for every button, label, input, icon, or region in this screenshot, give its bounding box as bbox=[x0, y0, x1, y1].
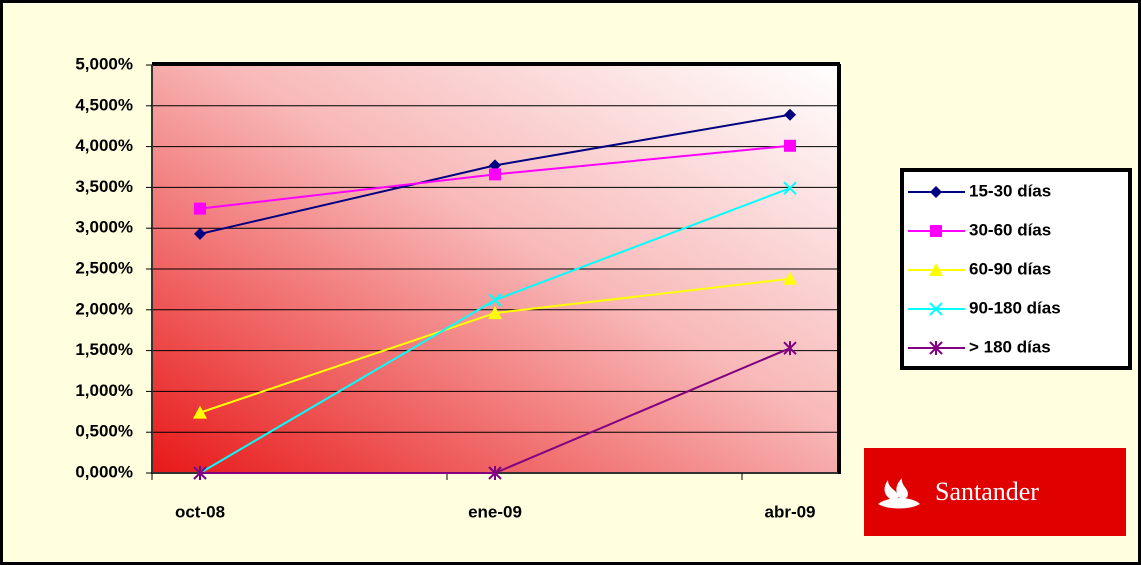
logo-flame bbox=[878, 498, 920, 509]
legend-label: 60-90 días bbox=[969, 259, 1051, 278]
x-tick-label: oct-08 bbox=[175, 502, 225, 521]
marker bbox=[194, 202, 206, 215]
legend-label: > 180 días bbox=[969, 337, 1051, 356]
marker bbox=[194, 227, 206, 240]
y-tick-label: 0,500% bbox=[75, 422, 133, 441]
y-tick-label: 3,500% bbox=[75, 177, 133, 196]
marker bbox=[930, 186, 942, 198]
marker bbox=[929, 302, 943, 316]
marker bbox=[488, 306, 502, 320]
marker bbox=[784, 108, 796, 121]
y-tick-label: 2,000% bbox=[75, 299, 133, 318]
x-tick-label: ene-09 bbox=[468, 502, 522, 521]
marker bbox=[488, 466, 502, 480]
marker bbox=[783, 271, 797, 285]
marker bbox=[193, 466, 207, 480]
marker bbox=[193, 405, 207, 419]
marker bbox=[783, 341, 797, 356]
y-tick-label: 4,000% bbox=[75, 136, 133, 155]
logo-text: Santander bbox=[935, 477, 1039, 506]
x-tick-label: abr-09 bbox=[764, 502, 815, 521]
marker bbox=[929, 341, 943, 355]
marker bbox=[488, 293, 502, 307]
logo-flame bbox=[884, 478, 908, 500]
legend-label: 90-180 días bbox=[969, 298, 1061, 317]
logo: Santander bbox=[864, 448, 1126, 536]
legend-label: 15-30 días bbox=[969, 181, 1051, 200]
y-tick-label: 1,000% bbox=[75, 381, 133, 400]
marker bbox=[783, 181, 797, 195]
y-tick-label: 4,500% bbox=[75, 95, 133, 114]
y-tick-label: 1,500% bbox=[75, 340, 133, 359]
marker bbox=[784, 139, 796, 152]
y-tick-label: 3,000% bbox=[75, 218, 133, 237]
y-tick-label: 5,000% bbox=[75, 54, 133, 73]
marker bbox=[489, 168, 501, 181]
legend-label: 30-60 días bbox=[969, 220, 1051, 239]
y-tick-label: 2,500% bbox=[75, 258, 133, 277]
y-tick-label: 0,000% bbox=[75, 462, 133, 481]
marker bbox=[929, 263, 943, 276]
marker bbox=[930, 225, 942, 237]
